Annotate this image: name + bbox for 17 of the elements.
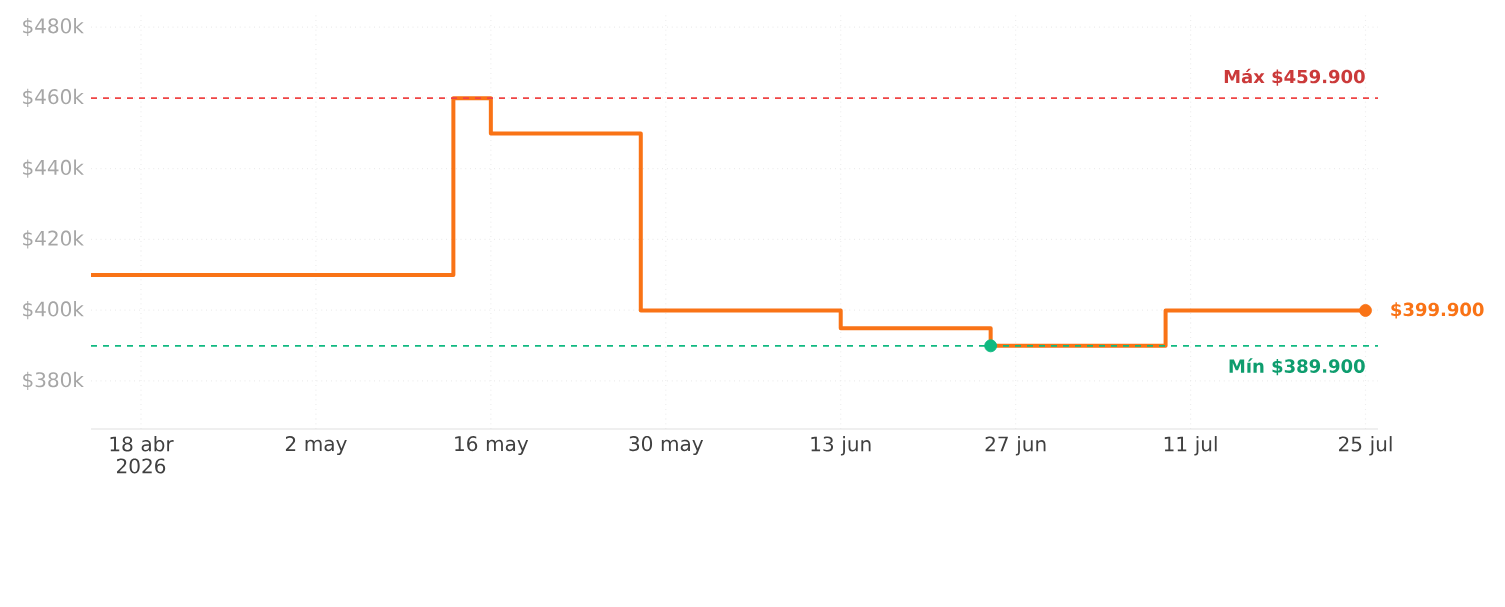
ref-line-label: Mín $389.900 — [1229, 358, 1365, 376]
ref-line-label: Máx $459.900 — [1224, 68, 1365, 86]
y-tick-label: $420k — [23, 230, 84, 249]
annotation: $399.900 — [1391, 302, 1484, 319]
x-tick-label: 25 jul — [1339, 436, 1392, 456]
y-tick-label: $480k — [23, 17, 84, 37]
x-tick-label: 2 may — [285, 436, 347, 456]
x-tick-label: 11 jul — [1164, 436, 1217, 456]
x-tick-label: 18 abr 2026 — [110, 436, 174, 474]
x-tick-label: 16 may — [455, 436, 529, 456]
y-tick-label: $380k — [23, 371, 84, 390]
y-tick-label: $440k — [23, 159, 84, 178]
y-tick-label: $460k — [23, 88, 84, 107]
x-tick-label: 30 may — [629, 436, 704, 456]
x-tick-label: 27 jun — [985, 436, 1046, 456]
x-tick-label: 13 jun — [811, 436, 871, 456]
y-tick-label: $400k — [23, 301, 84, 320]
